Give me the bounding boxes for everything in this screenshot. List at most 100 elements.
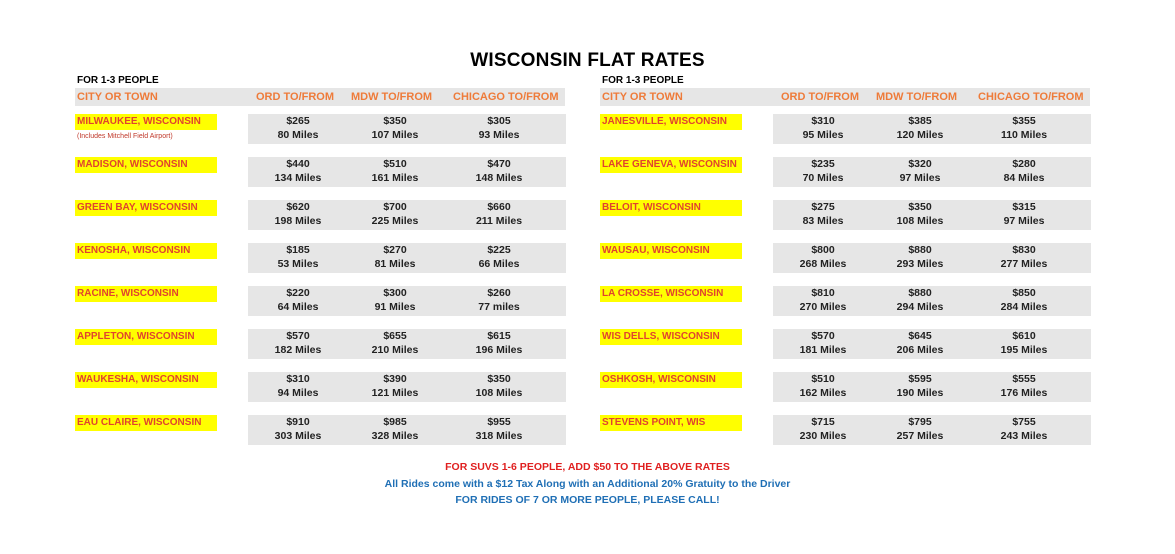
column-header-city: CITY OR TOWN [602,91,683,103]
price: $610 [1012,330,1036,342]
distance: 84 Miles [1003,171,1045,184]
city-name: BELOIT, WISCONSIN [600,200,742,216]
distance: 70 Miles [802,171,844,184]
distance: 293 Miles [896,257,944,270]
rate-cell-ord: $810 270 Miles [773,287,873,314]
city-name: WAUSAU, WISCONSIN [600,243,742,259]
tax-gratuity-note: All Rides come with a $12 Tax Along with… [384,478,791,490]
distance: 161 Miles [371,171,419,184]
table-row: STEVENS POINT, WIS $715 230 Miles $795 257 M… [600,415,1091,458]
price: $265 [286,115,310,127]
rate-cell-chicago: $610 195 Miles [974,330,1074,357]
distance: 95 Miles [802,128,844,141]
rate-cell-mdw: $300 91 Miles [345,287,445,314]
price: $320 [908,158,932,170]
distance: 148 Miles [475,171,523,184]
rate-cell-mdw: $510 161 Miles [345,158,445,185]
rate-cell-ord: $570 181 Miles [773,330,873,357]
price: $700 [383,201,407,213]
price: $595 [908,373,932,385]
price: $185 [286,244,310,256]
table-row: BELOIT, WISCONSIN $275 83 Miles $350 108 Mil… [600,200,1091,243]
city-name: OSHKOSH, WISCONSIN [600,372,742,388]
price: $350 [487,373,511,385]
table-row: APPLETON, WISCONSIN $570 182 Miles $655 210 … [75,329,566,372]
price: $880 [908,287,932,299]
column-header-city: CITY OR TOWN [77,91,158,103]
distance: 94 Miles [277,386,319,399]
distance: 268 Miles [799,257,847,270]
rate-cell-ord: $185 53 Miles [248,244,348,271]
distance: 211 Miles [475,214,523,227]
city-name: EAU CLAIRE, WISCONSIN [75,415,217,431]
rate-cell-chicago: $615 196 Miles [449,330,549,357]
distance: 303 Miles [274,429,322,442]
rate-cell-ord: $310 94 Miles [248,373,348,400]
rate-cell-mdw: $385 120 Miles [870,115,970,142]
price: $655 [383,330,407,342]
distance: 195 Miles [1000,343,1048,356]
rate-cells: $265 80 Miles $350 107 Miles $305 93 Miles [248,114,566,144]
rate-cells: $570 181 Miles $645 206 Miles $610 195 Miles [773,329,1091,359]
price: $355 [1012,115,1036,127]
city-name: WIS DELLS, WISCONSIN [600,329,742,345]
city-name: GREEN BAY, WISCONSIN [75,200,217,216]
distance: 257 Miles [896,429,944,442]
rate-cell-chicago: $955 318 Miles [449,416,549,443]
distance: 182 Miles [274,343,322,356]
rate-cell-mdw: $655 210 Miles [345,330,445,357]
rate-cell-ord: $235 70 Miles [773,158,873,185]
rate-panel-right: FOR 1-3 PEOPLE CITY OR TOWN ORD TO/FROM MDW… [600,74,1091,458]
page-title: WISCONSIN FLAT RATES [470,50,705,71]
city-name: LA CROSSE, WISCONSIN [600,286,742,302]
rate-cell-chicago: $850 284 Miles [974,287,1074,314]
rate-cells: $910 303 Miles $985 328 Miles $955 318 Miles [248,415,566,445]
rate-cells: $275 83 Miles $350 108 Miles $315 97 Miles [773,200,1091,230]
price: $850 [1012,287,1036,299]
column-header-mdw: MDW TO/FROM [876,91,958,103]
price: $570 [286,330,310,342]
rate-cells: $620 198 Miles $700 225 Miles $660 211 Miles [248,200,566,230]
distance: 121 Miles [371,386,419,399]
price: $615 [487,330,511,342]
column-header-ord: ORD TO/FROM [781,91,860,103]
price: $470 [487,158,511,170]
price: $225 [487,244,511,256]
distance: 110 Miles [1000,128,1048,141]
rate-cell-mdw: $390 121 Miles [345,373,445,400]
price: $310 [286,373,310,385]
rate-cells: $800 268 Miles $880 293 Miles $830 277 Miles [773,243,1091,273]
distance: 108 Miles [475,386,523,399]
city-name: RACINE, WISCONSIN [75,286,217,302]
price: $275 [811,201,835,213]
rate-cell-mdw: $880 294 Miles [870,287,970,314]
table-row: WAUSAU, WISCONSIN $800 268 Miles $880 293 Mi… [600,243,1091,286]
rate-cell-chicago: $260 77 miles [449,287,549,314]
distance: 162 Miles [799,386,847,399]
city-name: WAUKESHA, WISCONSIN [75,372,217,388]
price: $305 [487,115,511,127]
city-name: APPLETON, WISCONSIN [75,329,217,345]
rate-cell-chicago: $660 211 Miles [449,201,549,228]
price: $510 [811,373,835,385]
distance: 134 Miles [274,171,322,184]
city-name: STEVENS POINT, WIS [600,415,742,431]
rate-cells: $440 134 Miles $510 161 Miles $470 148 Miles [248,157,566,187]
price: $810 [811,287,835,299]
price: $555 [1012,373,1036,385]
rate-cell-ord: $440 134 Miles [248,158,348,185]
rate-cell-ord: $275 83 Miles [773,201,873,228]
price: $390 [383,373,407,385]
price: $310 [811,115,835,127]
city-note: (Includes Mitchell Field Airport) [77,133,173,140]
table-row: JANESVILLE, WISCONSIN $310 95 Miles $385 120… [600,114,1091,157]
price: $280 [1012,158,1036,170]
rate-cell-mdw: $645 206 Miles [870,330,970,357]
rate-cells: $235 70 Miles $320 97 Miles $280 84 Miles [773,157,1091,187]
distance: 190 Miles [896,386,944,399]
price: $440 [286,158,310,170]
distance: 196 Miles [475,343,523,356]
rate-cells: $810 270 Miles $880 294 Miles $850 284 Miles [773,286,1091,316]
large-group-note: FOR RIDES OF 7 OR MORE PEOPLE, PLEASE CA… [455,494,720,506]
rate-cell-chicago: $355 110 Miles [974,115,1074,142]
